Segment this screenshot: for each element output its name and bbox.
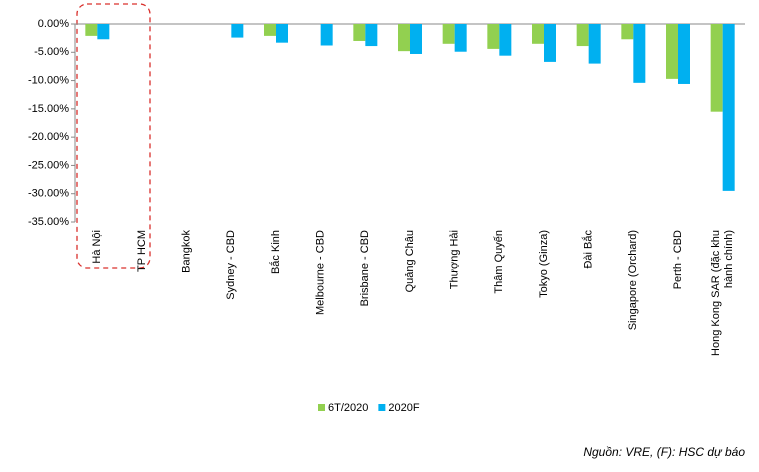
bar — [231, 24, 244, 38]
x-tick-label: Perth - CBD — [672, 230, 684, 289]
bar — [320, 24, 333, 46]
x-tick-label: Bangkok — [181, 230, 193, 273]
x-tick-label: Bắc Kinh — [269, 230, 282, 274]
bar — [666, 24, 678, 79]
bar — [544, 24, 556, 62]
y-tick-label: -35.00% — [28, 216, 69, 228]
x-tick-label: Đài Bắc — [582, 230, 595, 269]
bar — [353, 24, 366, 41]
bar — [85, 24, 98, 36]
y-tick-label: 0.00% — [38, 18, 69, 30]
x-tick-label: Tokyo (Ginza) — [538, 230, 550, 298]
bar — [487, 24, 500, 49]
bar — [442, 24, 455, 44]
bar — [365, 24, 378, 47]
y-tick-label: -25.00% — [28, 159, 69, 171]
bar — [722, 24, 735, 191]
x-tick-label: TP HCM — [136, 230, 148, 272]
bar — [499, 24, 512, 56]
highlight-box — [76, 3, 151, 269]
x-tick-label: Brisbane - CBD — [359, 230, 371, 306]
x-tick-label: Singapore (Orchard) — [627, 230, 639, 330]
x-tick-label: Quảng Châu — [404, 230, 416, 292]
bar — [588, 24, 601, 64]
bar — [410, 24, 422, 54]
x-tick-label: Thâm Quyến — [493, 230, 505, 294]
x-tick-label: Sydney - CBD — [225, 230, 237, 300]
bar — [398, 24, 410, 52]
bar — [454, 24, 467, 52]
bar — [532, 24, 544, 44]
x-tick-label: Thượng Hải — [449, 230, 461, 289]
x-tick-label: Hà Nội — [91, 230, 103, 264]
bar — [276, 24, 288, 43]
legend-swatch — [378, 404, 386, 411]
bar — [576, 24, 589, 47]
legend-label: 6T/2020 — [328, 402, 368, 414]
bar — [633, 24, 646, 83]
y-tick-label: -5.00% — [34, 46, 69, 58]
bar — [710, 24, 723, 112]
bar — [678, 24, 690, 84]
legend-swatch — [318, 404, 325, 411]
source-note: Nguồn: VRE, (F): HSC dự báo — [583, 445, 745, 459]
y-tick-label: -15.00% — [28, 103, 69, 115]
y-tick-label: -20.00% — [28, 131, 69, 143]
bar — [264, 24, 276, 36]
bar — [97, 24, 110, 40]
x-tick-label: Hong Kong SAR (đặc khuhành chính) — [710, 230, 735, 356]
legend-label: 2020F — [388, 402, 419, 414]
x-tick-label: Melbourne - CBD — [315, 230, 327, 315]
bar — [621, 24, 634, 40]
y-tick-label: -30.00% — [28, 188, 69, 200]
y-tick-label: -10.00% — [28, 74, 69, 86]
